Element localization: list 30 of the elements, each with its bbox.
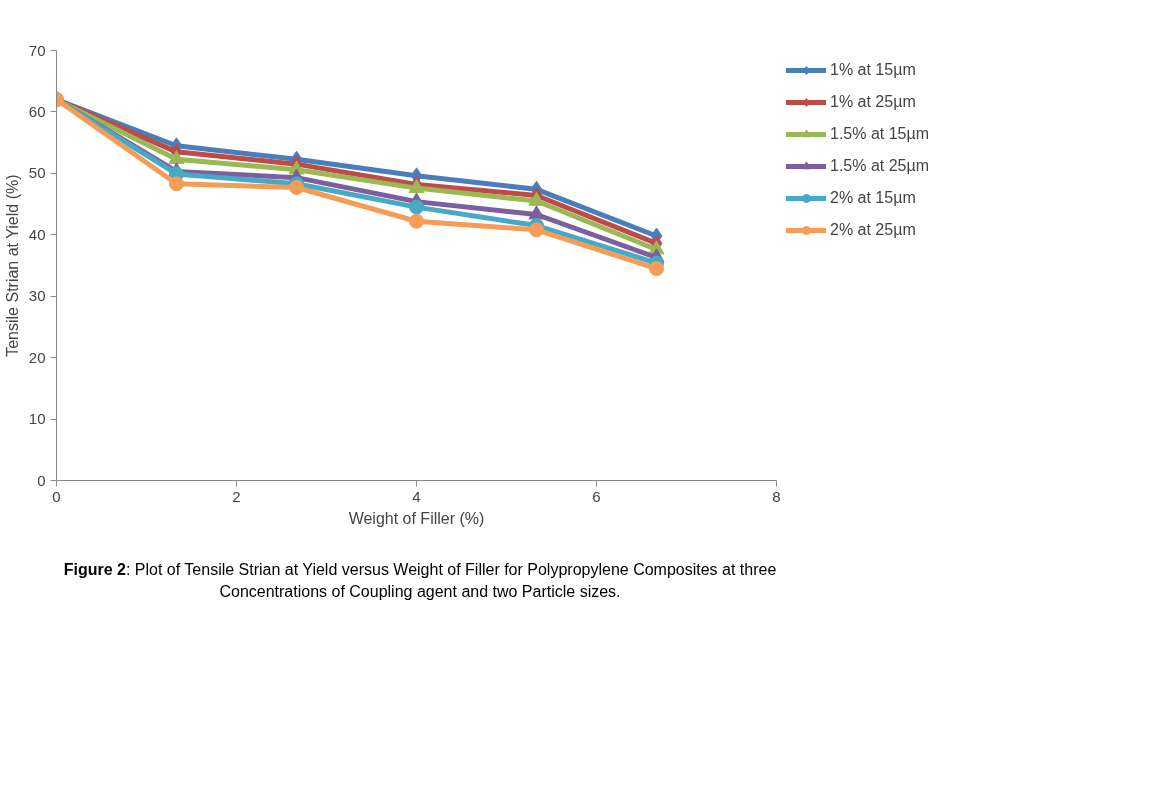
- point: [409, 199, 424, 215]
- x-tick-label: 8: [772, 487, 781, 505]
- point: [289, 180, 305, 195]
- y-tick-label: 20: [28, 348, 46, 366]
- y-tick-label: 60: [28, 102, 46, 120]
- y-tick-label: 0: [37, 471, 46, 489]
- legend-label: 1% at 25µm: [830, 93, 916, 111]
- x-tick-label: 0: [52, 487, 61, 505]
- x-tick-label: 2: [232, 487, 241, 505]
- caption: Figure 2: Plot of Tensile Strian at Yield versus Weight of Filler for Polypropylene Composites at three Concentrations of Coupling agent and two Particle sizes.: [62, 560, 778, 602]
- point: [168, 176, 184, 192]
- y-tick-label: 10: [28, 410, 46, 428]
- y-tick-label: 30: [28, 287, 46, 305]
- point: [409, 213, 424, 229]
- legend-label: 2% at 15µm: [830, 189, 916, 207]
- y-tick-label: 50: [28, 164, 46, 182]
- legend-label: 2% at 25µm: [830, 221, 916, 239]
- legend-label: 1.5% at 15µm: [830, 125, 930, 143]
- point: [649, 261, 665, 277]
- legend-label: 1.5% at 25µm: [830, 157, 930, 175]
- point: [168, 150, 185, 165]
- y-tick-label: 70: [28, 41, 46, 59]
- x-tick-label: 4: [412, 487, 421, 505]
- point: [528, 222, 544, 238]
- legend-label: 1% at 15µm: [830, 61, 916, 79]
- y-axis-title: Tensile Strian at Yield (%): [3, 174, 21, 357]
- x-tick-label: 6: [592, 487, 601, 505]
- x-axis-title: Weight of Filler (%): [348, 509, 485, 527]
- point: [528, 205, 545, 220]
- y-tick-label: 40: [28, 225, 46, 243]
